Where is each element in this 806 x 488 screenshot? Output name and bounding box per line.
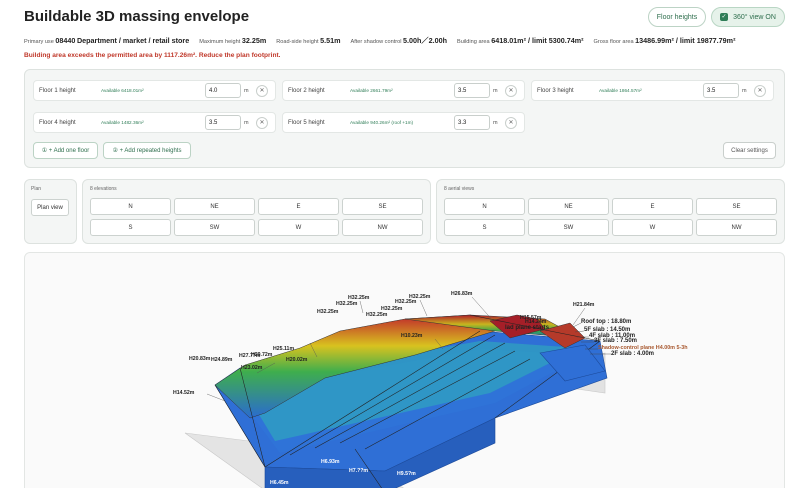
remove-floor-2-icon[interactable]: ✕: [505, 84, 517, 97]
elevation-se-button[interactable]: SE: [342, 198, 423, 215]
aerial-nw-button[interactable]: NW: [696, 219, 777, 236]
floor-row-3: Floor 3 height Available 1864.57m² 3.5 m…: [531, 80, 774, 101]
elevations-label: 8 elevations: [90, 186, 117, 192]
height-label: H14.24m: [525, 319, 547, 325]
plan-view-button[interactable]: Plan view: [31, 199, 69, 216]
height-label: H15.57m: [520, 315, 542, 321]
height-label: H25.11m: [273, 346, 294, 352]
floor-heights-button[interactable]: Floor heights: [648, 7, 706, 27]
page-title: Buildable 3D massing envelope: [24, 8, 250, 25]
floor-5-height-input[interactable]: 3.3: [454, 115, 490, 130]
height-label: H32.25m: [395, 299, 417, 305]
aerial-ne-button[interactable]: NE: [528, 198, 609, 215]
aerial-s-button[interactable]: S: [444, 219, 525, 236]
height-label: H9.5?m: [397, 471, 416, 477]
floor-band: [240, 341, 580, 441]
view-360-toggle[interactable]: ✓ 360° view ON: [711, 7, 785, 27]
height-label: H32.25m: [366, 312, 388, 318]
massing-3d-viewer[interactable]: H32.25m H32.25m H32.25m H32.25m H32.25m …: [24, 252, 785, 488]
massing-right-block: [539, 344, 606, 382]
floor-row-1: Floor 1 height Available 6418.01m² 4.0 m…: [33, 80, 276, 101]
shadow-plane-label: Shadow-control plane H4.00m 5-3h: [598, 345, 688, 351]
height-label: H32.25m: [348, 295, 370, 301]
floor-row-4: Floor 4 height Available 1482.36m² 3.5 m…: [33, 112, 276, 133]
floor-3-height-input[interactable]: 3.5: [703, 83, 739, 98]
height-label: H7.??m: [349, 468, 368, 474]
stats-bar: Primary use 08440 Department / market / …: [24, 36, 736, 45]
area-warning: Building area exceeds the permitted area…: [24, 52, 281, 59]
aerial-n-button[interactable]: N: [444, 198, 525, 215]
slab-leaders: [572, 322, 611, 355]
massing-peak: [489, 314, 546, 339]
height-label: H32.25m: [381, 306, 403, 312]
elevation-n-button[interactable]: N: [90, 198, 171, 215]
height-label: H20.83m: [189, 356, 211, 362]
elevation-ne-button[interactable]: NE: [174, 198, 255, 215]
aerial-w-button[interactable]: W: [612, 219, 693, 236]
leader-lines: [206, 296, 586, 402]
height-label: H14.52m: [173, 390, 195, 396]
elevation-w-button[interactable]: W: [258, 219, 339, 236]
height-label: H21.84m: [573, 302, 595, 308]
height-label: H10.23m: [401, 333, 423, 339]
remove-floor-3-icon[interactable]: ✕: [754, 84, 766, 97]
check-icon: ✓: [720, 13, 729, 21]
floor-1-height-input[interactable]: 4.0: [205, 83, 241, 98]
toggle-label: 360° view ON: [733, 13, 776, 21]
slab-4f-label: 4F slab : 11.00m: [589, 333, 635, 339]
height-label: H24.89m: [211, 357, 233, 363]
aerial-label: 8 aerial views: [444, 186, 475, 192]
clear-settings-button[interactable]: Clear settings: [723, 142, 776, 159]
floor-2-height-input[interactable]: 3.5: [454, 83, 490, 98]
partial-overlay-label: lad plane starts: [505, 325, 550, 331]
height-label: H6.93m: [321, 459, 340, 465]
height-label: H32.25m: [317, 309, 339, 315]
floor-4-height-input[interactable]: 3.5: [205, 115, 241, 130]
floor-row-2: Floor 2 height Available 2661.79m² 3.5 m…: [282, 80, 525, 101]
elevation-s-button[interactable]: S: [90, 219, 171, 236]
plan-label: Plan: [31, 186, 42, 192]
add-one-floor-button[interactable]: ① + Add one floor: [33, 142, 98, 159]
massing-base-front: [264, 417, 496, 488]
height-label: H32.25m: [336, 301, 358, 307]
height-label: H6.45m: [270, 480, 289, 486]
aerial-se-button[interactable]: SE: [696, 198, 777, 215]
massing-canvas[interactable]: H32.25m H32.25m H32.25m H32.25m H32.25m …: [25, 253, 785, 488]
elevation-nw-button[interactable]: NW: [342, 219, 423, 236]
slab-5f-label: 5F slab : 14.50m: [584, 327, 630, 333]
elevation-sw-button[interactable]: SW: [174, 219, 255, 236]
roof-top-label: Roof top : 18.80m: [581, 319, 631, 325]
remove-floor-1-icon[interactable]: ✕: [256, 84, 268, 97]
add-repeated-heights-button[interactable]: ② + Add repeated heights: [103, 142, 191, 159]
aerial-sw-button[interactable]: SW: [528, 219, 609, 236]
slab-2f-label: 2F slab : 4.00m: [611, 351, 654, 357]
height-label: H23.02m: [241, 365, 263, 371]
remove-floor-5-icon[interactable]: ✕: [505, 116, 517, 129]
aerial-e-button[interactable]: E: [612, 198, 693, 215]
slab-3f-label: 3F slab : 7.50m: [594, 338, 637, 344]
height-label: H20.02m: [286, 357, 308, 363]
remove-floor-4-icon[interactable]: ✕: [256, 116, 268, 129]
height-label: H26.83m: [451, 291, 473, 297]
height-label: H32.25m: [409, 294, 431, 300]
elevation-e-button[interactable]: E: [258, 198, 339, 215]
height-label: H29.72m: [251, 352, 273, 358]
floor-row-5: Floor 5 height Available 940.26m² (roof …: [282, 112, 525, 133]
height-label: H27.77m: [239, 353, 261, 359]
